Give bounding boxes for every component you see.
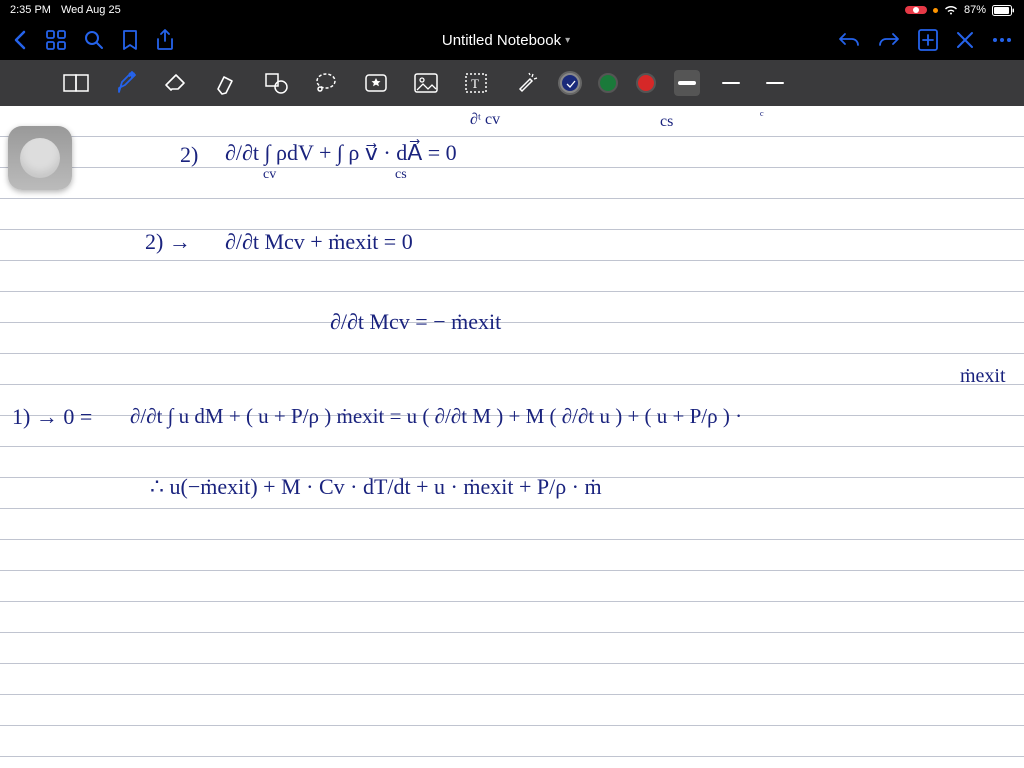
note-line-5: ∴ u(−ṁexit) + M · Cv · dT/dt + u · ṁexit…	[150, 476, 602, 498]
eraser-tool-icon[interactable]	[160, 67, 192, 99]
note-line-2-num: 2) →	[145, 231, 191, 253]
battery-icon	[992, 5, 1014, 16]
laser-tool-icon[interactable]	[510, 67, 542, 99]
camera-preview-widget[interactable]	[8, 126, 72, 190]
toolbar: ✱ T	[0, 60, 1024, 106]
search-icon[interactable]	[84, 30, 104, 50]
highlighter-tool-icon[interactable]	[210, 67, 242, 99]
note-line-4-num: 1) → 0 =	[12, 406, 92, 428]
add-page-button[interactable]	[918, 29, 938, 51]
color-blue[interactable]	[560, 73, 580, 93]
screen-recording-indicator[interactable]	[905, 6, 927, 14]
lasso-tool-icon[interactable]	[310, 67, 342, 99]
note-frag-1: ∂ᵗ cv	[470, 112, 500, 128]
title-text: Untitled Notebook	[442, 32, 561, 49]
status-date: Wed Aug 25	[61, 4, 121, 16]
color-red[interactable]	[636, 73, 656, 93]
camera-lens-icon	[20, 138, 60, 178]
svg-text:T: T	[471, 76, 479, 91]
text-tool-icon[interactable]: T	[460, 67, 492, 99]
document-title[interactable]: Untitled Notebook ▾	[442, 32, 570, 49]
note-line-4: ∂/∂t ∫ u dM + ( u + P/ρ ) ṁexit = u ( ∂/…	[130, 406, 742, 427]
favorites-tool-icon[interactable]	[360, 67, 392, 99]
undo-button[interactable]	[838, 31, 860, 49]
view-tool-icon[interactable]	[60, 67, 92, 99]
wifi-icon	[944, 5, 958, 15]
note-line-1: ∂/∂t ∫ ρdV + ∫ ρ v⃗ · dA⃗ = 0	[225, 142, 457, 164]
pen-tool-icon[interactable]: ✱	[110, 67, 142, 99]
more-icon[interactable]	[992, 37, 1012, 43]
svg-text:✱: ✱	[128, 70, 136, 80]
chevron-down-icon: ▾	[565, 35, 570, 46]
color-green[interactable]	[598, 73, 618, 93]
note-line-2: ∂/∂t Mcv + ṁexit = 0	[225, 231, 413, 253]
note-frag-3: ᶜ	[760, 110, 764, 124]
stroke-thin[interactable]	[762, 70, 788, 96]
status-time: 2:35 PM	[10, 4, 51, 16]
grid-icon[interactable]	[46, 30, 66, 50]
back-button[interactable]	[12, 30, 28, 50]
note-line-3: ∂/∂t Mcv = − ṁexit	[330, 311, 501, 333]
note-line-1-sub2: cs	[395, 168, 407, 182]
redo-button[interactable]	[878, 31, 900, 49]
battery-percent: 87%	[964, 4, 986, 16]
mic-in-use-icon	[933, 8, 938, 13]
note-line-4-right: ṁexit	[960, 366, 1006, 386]
share-icon[interactable]	[156, 29, 174, 51]
shape-tool-icon[interactable]	[260, 67, 292, 99]
status-bar: 2:35 PM Wed Aug 25 87%	[0, 0, 1024, 20]
note-line-1-sub1: cv	[263, 168, 276, 182]
stroke-thick[interactable]	[674, 70, 700, 96]
note-frag-2: cs	[660, 114, 673, 130]
image-tool-icon[interactable]	[410, 67, 442, 99]
stroke-medium[interactable]	[718, 70, 744, 96]
note-line-1-num: 2)	[180, 144, 198, 166]
close-button[interactable]	[956, 31, 974, 49]
note-page[interactable]: ∂ᵗ cv cs ᶜ 2) ∂/∂t ∫ ρdV + ∫ ρ v⃗ · dA⃗ …	[0, 106, 1024, 768]
nav-bar: Untitled Notebook ▾	[0, 20, 1024, 60]
bookmark-icon[interactable]	[122, 30, 138, 50]
